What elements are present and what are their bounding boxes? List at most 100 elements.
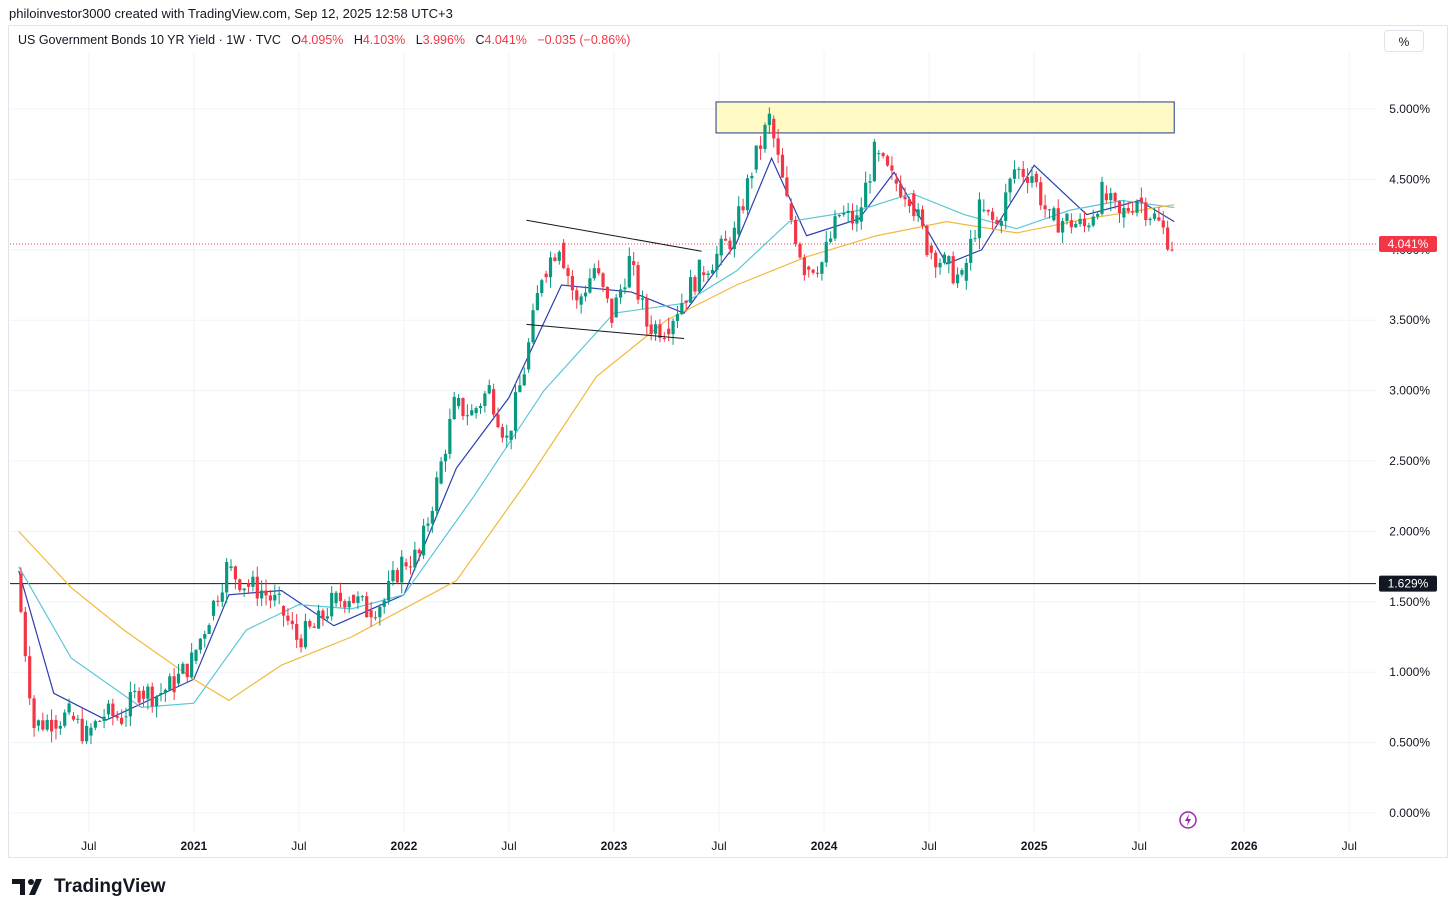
candle-body [1135,201,1139,213]
candle-body [1008,178,1012,193]
y-tick-label: 5.000% [1389,102,1430,116]
x-tick-label: 2025 [1021,839,1048,853]
candle-body [1039,182,1043,206]
candle-body [763,124,767,149]
candle-body [242,588,246,591]
candle-body [872,141,877,182]
candle-body [513,392,518,431]
candle-body [618,289,623,298]
candle-body [330,592,334,617]
candle-body [190,652,194,678]
candle-body [41,720,45,730]
candle-body [1131,211,1135,213]
candle-body [745,178,750,211]
candle-body [159,693,163,695]
candle-body [802,257,806,276]
horizontal-level-label-bg [1379,575,1437,592]
candle-body [404,562,408,567]
candle-body [452,396,456,420]
candle-body [386,581,391,601]
candle-body [67,703,71,713]
candle-body [71,715,76,720]
candle-body [715,253,719,270]
candle-body [233,566,238,580]
candle-body [487,385,491,394]
candle-body [702,272,706,276]
candle-body [321,610,325,619]
candle-body [1030,176,1034,183]
candle-body [111,703,115,716]
candle-body [251,576,255,587]
candle-body [706,273,710,276]
close-value: 4.041% [484,33,527,47]
x-tick-label: 2026 [1231,839,1258,853]
candle-body [772,118,776,139]
candle-body [32,698,36,728]
candle-body [435,477,439,512]
candle-body [98,720,102,722]
candle-body [1025,176,1030,183]
candle-body [912,193,916,217]
candle-body [540,280,544,294]
candle-body [929,245,933,253]
candle-body [850,210,855,224]
candle-body [203,633,207,639]
candle-body [640,298,645,300]
candle-body [776,138,780,155]
candle-body [885,156,890,166]
candle-body [198,638,202,650]
candle-body [426,523,430,526]
candle-body [76,718,80,720]
candle-body [815,272,820,274]
candle-body [211,600,216,616]
moving-average-1 [18,156,1175,721]
candle-body [1148,218,1152,221]
candle-body [977,199,982,239]
candle-body [207,625,211,634]
candle-body [220,592,224,602]
y-tick-label: 0.000% [1389,806,1430,820]
candle-body [478,406,483,409]
candle-body [1034,173,1038,183]
candle-body [28,656,32,699]
candle-body [982,209,986,211]
candle-body [653,324,658,334]
candle-body [260,590,264,599]
candle-body [137,690,141,703]
candle-body [505,435,509,438]
candle-body [1047,209,1052,211]
candle-body [1161,220,1165,228]
candle-body [881,153,885,157]
candle-body [49,719,54,732]
candle-body [570,275,575,291]
candle-body [719,238,723,256]
candle-body [308,621,312,627]
candle-body [868,181,872,183]
candle-body [1096,213,1100,217]
candle-body [84,725,89,742]
candle-body [492,389,496,415]
candle-body [833,216,837,239]
candle-body [789,203,793,220]
candle-body [588,278,592,293]
candle-body [732,227,736,249]
open-label: O [291,33,301,47]
candle-body [557,251,561,261]
candle-body [688,277,693,303]
candle-body [1113,193,1117,201]
candle-body [422,525,426,556]
x-tick-label: 2021 [180,839,207,853]
candle-body [115,715,119,718]
candle-body [710,269,715,274]
candle-body [842,212,846,215]
x-tick-label: 2023 [601,839,628,853]
candle-body [566,268,570,276]
candle-body [133,690,137,693]
candle-body [264,590,268,596]
candle-body [89,727,93,736]
candle-body [1122,207,1126,218]
candle-body [798,243,802,258]
percent-scale-button[interactable]: % [1384,30,1424,52]
candle-body [785,177,789,197]
